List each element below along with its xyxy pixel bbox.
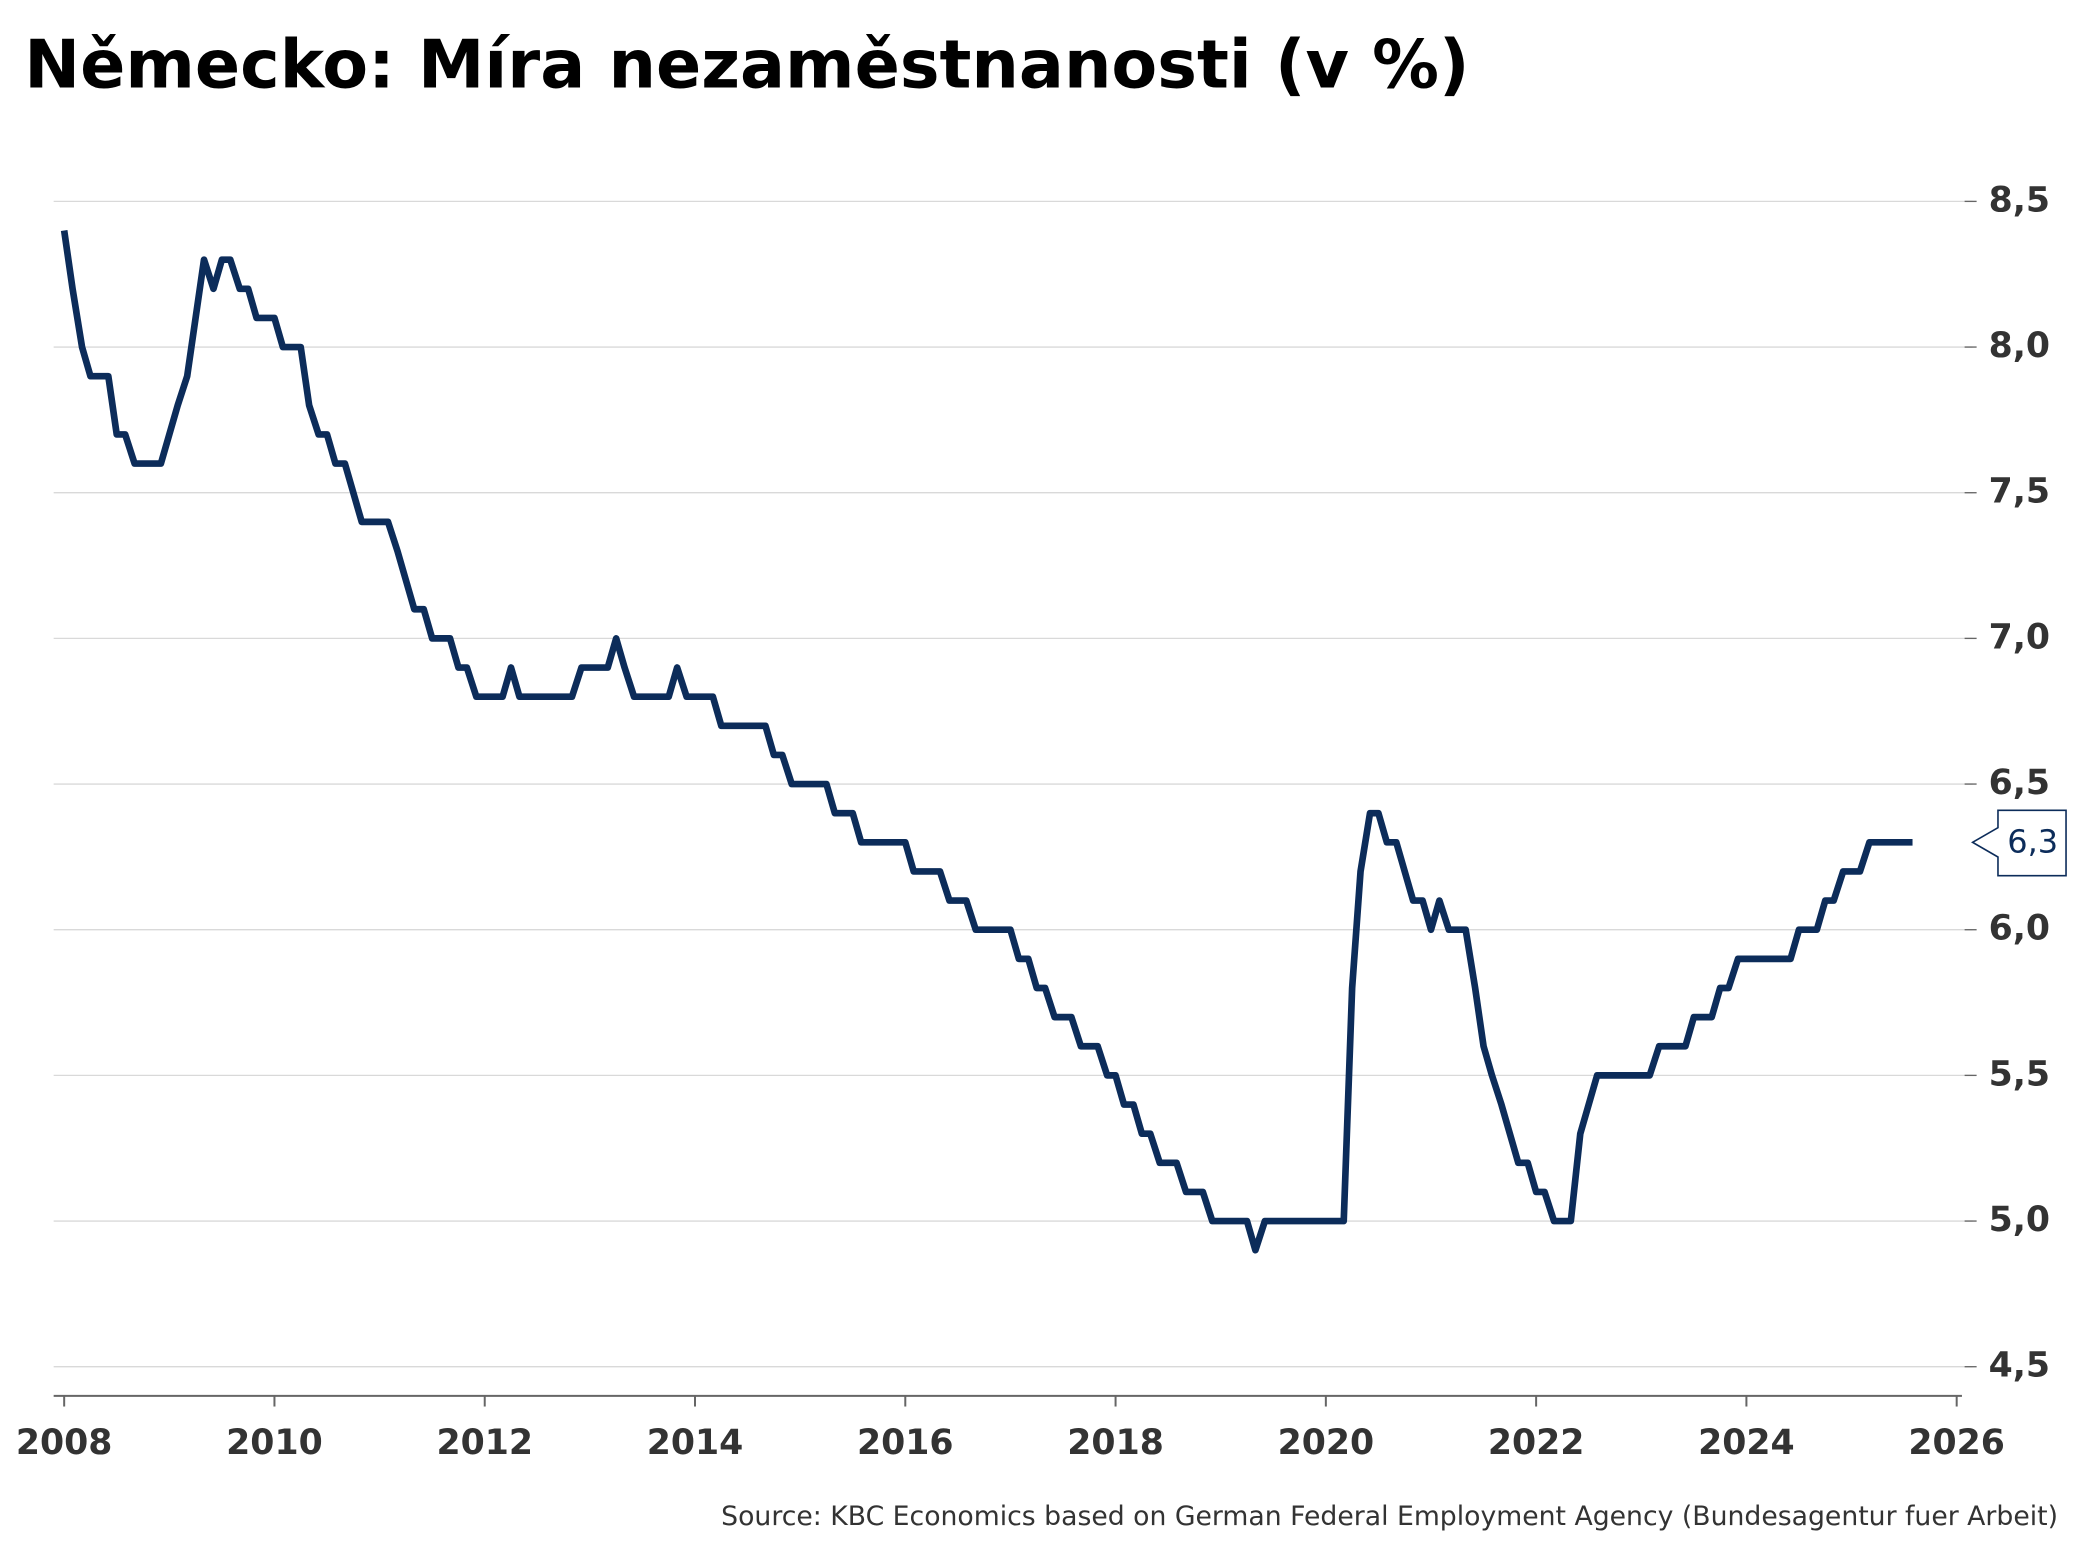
y-tick-label: 6,5 <box>1989 763 2050 803</box>
y-tick-label: 4,5 <box>1989 1346 2050 1386</box>
x-tick-label: 2022 <box>1488 1423 1585 1463</box>
x-tick-label: 2008 <box>16 1423 113 1463</box>
last-value-label: 6,3 <box>2007 823 2058 861</box>
x-tick-label: 2016 <box>857 1423 954 1463</box>
x-tick-label: 2012 <box>436 1423 533 1463</box>
y-tick-label: 8,5 <box>1989 180 2050 220</box>
line <box>60 230 1913 1254</box>
x-tick-label: 2018 <box>1067 1423 1164 1463</box>
x-tick-label: 2014 <box>647 1423 744 1463</box>
y-tick-label: 7,0 <box>1989 617 2050 657</box>
x-tick-label: 2026 <box>1908 1423 2005 1463</box>
y-tick-label: 7,5 <box>1989 472 2050 512</box>
y-tick-label: 8,0 <box>1989 326 2050 366</box>
y-tick-label: 5,5 <box>1989 1054 2050 1094</box>
y-tick-label: 5,0 <box>1989 1200 2050 1240</box>
y-tick-label: 6,0 <box>1989 909 2050 949</box>
x-tick-label: 2020 <box>1278 1423 1375 1463</box>
source: Source: KBC Economics based on German Fe… <box>721 1501 2058 1532</box>
x-tick-label: 2024 <box>1698 1423 1795 1463</box>
x-tick-label: 2010 <box>226 1423 323 1463</box>
chart-title: Německo: Míra nezaměstnanosti (v %) <box>24 25 1469 103</box>
last-value-callout <box>1971 809 2067 877</box>
